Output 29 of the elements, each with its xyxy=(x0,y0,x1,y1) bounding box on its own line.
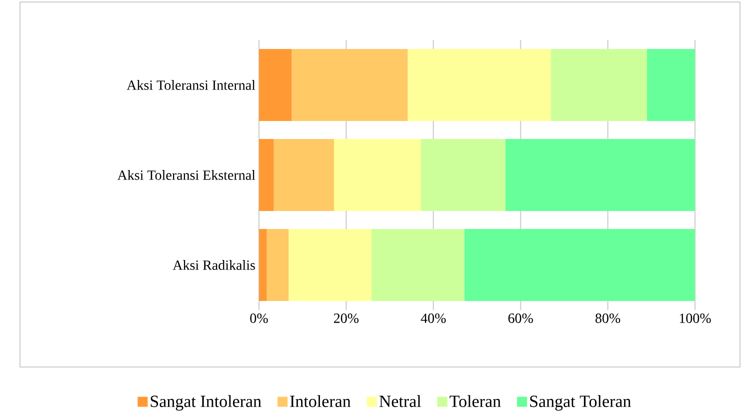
x-tick-label: 80% xyxy=(596,314,620,324)
bar xyxy=(334,138,421,211)
bar xyxy=(259,138,274,211)
y-tick-label: Aksi Radikalis xyxy=(172,260,255,270)
x-tick-label: 60% xyxy=(508,314,533,324)
legend-label: Intoleran xyxy=(290,395,351,408)
legend-label: Toleran xyxy=(450,395,501,408)
bar xyxy=(647,48,695,121)
bar xyxy=(550,48,648,121)
bar xyxy=(408,48,551,121)
legend-label: Netral xyxy=(379,395,422,408)
x-tick-label: 100% xyxy=(680,314,711,324)
bar xyxy=(274,138,334,211)
bar xyxy=(259,228,267,301)
bar xyxy=(266,228,289,301)
bar xyxy=(259,48,292,121)
bar xyxy=(292,48,408,121)
bar xyxy=(464,228,695,301)
bar xyxy=(288,228,372,301)
x-tick-label: 0% xyxy=(250,314,268,324)
legend-label: Sangat Toleran xyxy=(530,395,631,411)
bar xyxy=(371,228,464,301)
y-tick-label: Aksi Toleransi Internal xyxy=(126,80,256,90)
x-tick-label: 20% xyxy=(334,314,359,324)
bar xyxy=(420,138,506,211)
y-tick-label: Aksi Toleransi Eksternal xyxy=(117,170,256,180)
legend-label: Sangat Intoleran xyxy=(150,395,262,411)
bar xyxy=(505,138,695,211)
x-tick-label: 40% xyxy=(420,314,446,324)
